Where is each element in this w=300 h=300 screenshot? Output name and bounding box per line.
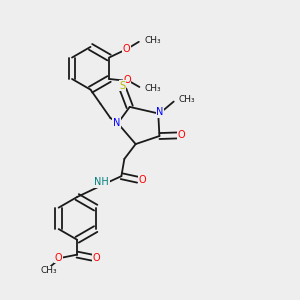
Text: S: S bbox=[119, 80, 126, 91]
Text: O: O bbox=[123, 76, 131, 85]
Text: CH₃: CH₃ bbox=[40, 266, 57, 275]
Text: O: O bbox=[178, 130, 185, 140]
Text: N: N bbox=[113, 118, 120, 128]
Text: O: O bbox=[122, 44, 130, 54]
Text: CH₃: CH₃ bbox=[178, 95, 195, 104]
Text: NH: NH bbox=[94, 177, 109, 187]
Text: CH₃: CH₃ bbox=[144, 36, 161, 45]
Text: N: N bbox=[156, 107, 164, 117]
Text: O: O bbox=[138, 175, 146, 185]
Text: CH₃: CH₃ bbox=[145, 84, 161, 93]
Text: O: O bbox=[54, 253, 62, 262]
Text: O: O bbox=[92, 253, 100, 262]
